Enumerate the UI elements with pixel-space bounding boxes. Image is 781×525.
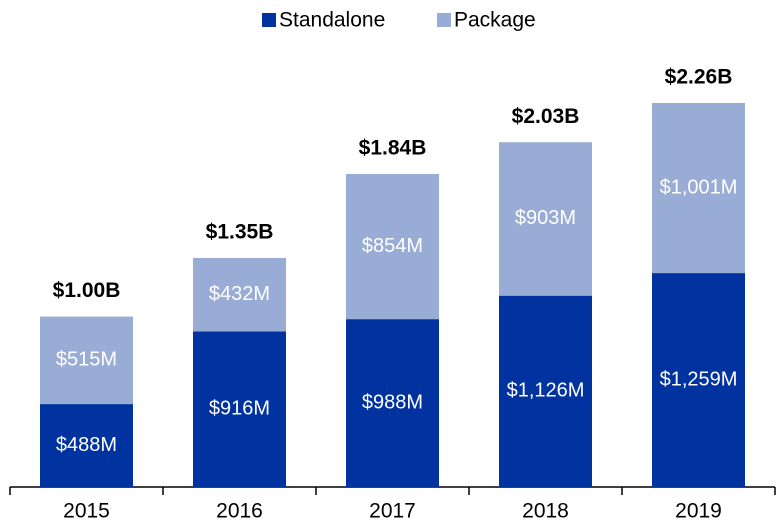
bar-segment [499, 295, 592, 487]
data-label: $488M [56, 434, 117, 456]
bar-segment [40, 404, 133, 487]
total-label: $1.35B [206, 221, 274, 244]
data-label: $1,259M [660, 368, 738, 390]
x-tick-label: 2017 [369, 500, 416, 523]
legend-label: Package [454, 9, 536, 32]
bar-segment [40, 316, 133, 405]
x-tick-label: 2016 [216, 500, 263, 523]
bar-segment [652, 273, 745, 487]
data-label: $1,126M [507, 380, 585, 402]
legend-swatch [437, 13, 451, 27]
data-label: $903M [515, 207, 576, 229]
legend-label: Standalone [279, 9, 385, 32]
legend-swatch [262, 13, 276, 27]
bar-segment [499, 142, 592, 296]
total-label: $2.26B [665, 66, 733, 89]
bar-segment [193, 257, 286, 332]
total-label: $1.00B [53, 279, 121, 302]
bar-segment [193, 331, 286, 487]
total-label: $1.84B [359, 137, 427, 160]
x-tick-label: 2019 [675, 500, 722, 523]
data-label: $854M [362, 235, 423, 257]
bar-segment [346, 174, 439, 320]
data-label: $916M [209, 397, 270, 419]
data-label: $432M [209, 283, 270, 305]
data-label: $1,001M [660, 176, 738, 198]
data-label: $515M [56, 349, 117, 371]
bar-segment [652, 103, 745, 274]
data-label: $988M [362, 391, 423, 413]
x-tick-label: 2018 [522, 500, 569, 523]
bar-segment [346, 319, 439, 487]
total-label: $2.03B [512, 105, 580, 128]
x-tick-label: 2015 [63, 500, 110, 523]
